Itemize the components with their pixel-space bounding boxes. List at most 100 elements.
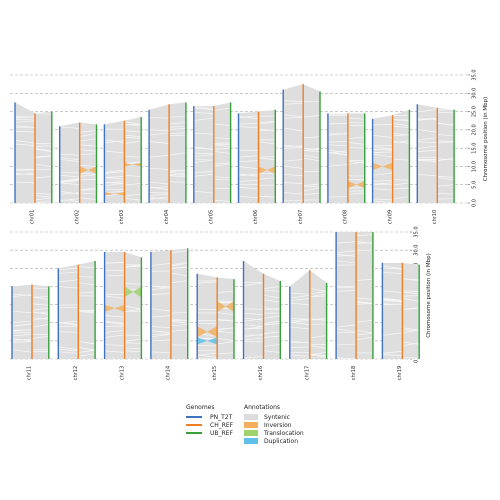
syntenic-line [303,115,321,118]
syntenic-ribbon [124,117,142,203]
syntenic-ribbon [382,262,403,359]
syntenic-line [11,338,33,341]
syntenic-line [347,136,365,139]
syntenic-line [336,331,357,334]
chromosome-chr04: chr04 [148,102,187,224]
syntenic-line [283,192,304,195]
legend-swatch [244,422,258,428]
syntenic-ribbon [238,111,259,203]
chromosome-chr19: chr19 [381,262,420,380]
syntenic-line [327,113,348,115]
syntenic-line [243,318,264,322]
y-tick-label: 5.0 [472,181,478,189]
syntenic-line [263,343,281,348]
syntenic-line [14,169,36,171]
syntenic-line [417,141,438,144]
syntenic-line [193,107,214,110]
syntenic-line [303,185,321,188]
syntenic-line [327,150,348,154]
syntenic-line [283,182,304,184]
syntenic-line [327,144,348,147]
syntenic-ribbon [104,120,125,203]
syntenic-ribbon [35,111,52,203]
legend-annotations-title: Annotations [244,404,281,411]
syntenic-line [169,174,186,176]
syntenic-line [34,113,52,115]
annotation-translocation [124,286,142,298]
syntenic-ribbon [289,270,310,359]
syntenic-line [11,294,33,297]
syntenic-ribbon [327,113,348,203]
legend-swatch [186,423,202,427]
syntenic-line [327,132,348,136]
syntenic-line [124,155,142,158]
syntenic-line [169,172,186,175]
syntenic-line [372,182,393,185]
syntenic-line [283,116,304,119]
syntenic-line [372,188,393,191]
syntenic-line [437,122,455,126]
syntenic-line [78,282,96,286]
chromosome-chr18: chr18 [335,232,374,380]
syntenic-line [263,323,281,326]
syntenic-line [243,312,264,316]
syntenic-line [78,291,96,294]
syntenic-line [104,169,125,173]
chromosome-chr10: chr10 [416,104,455,224]
annotation-inversion [104,304,125,312]
syntenic-line [169,181,186,183]
syntenic-line [217,352,235,355]
syntenic-line [58,279,79,283]
syntenic-line [327,122,348,125]
syntenic-ribbon [78,261,96,359]
syntenic-line [104,182,125,187]
syntenic-line [213,137,231,140]
syntenic-line [150,330,171,334]
syntenic-line [258,195,276,198]
syntenic-line [170,324,188,327]
syntenic-line [283,114,304,118]
syntenic-line [289,355,310,357]
syntenic-line [78,276,96,278]
syntenic-line [289,318,310,321]
syntenic-line [79,174,97,177]
legend-annotation-item: Syntenic [244,413,304,421]
y-axis-label: Chromosome position (in Mbp) [483,97,489,182]
syntenic-line [263,315,281,319]
y-tick-label: 35.0 [472,69,478,80]
syntenic-line [283,199,304,202]
syntenic-line [34,176,52,179]
syntenic-line [150,285,171,288]
syntenic-line [243,326,264,330]
syntenic-line [79,130,97,133]
syntenic-line [402,341,420,345]
annotation-inversion [217,300,234,312]
chromosome-chr01: chr01 [14,102,53,224]
syntenic-line [79,144,97,147]
syntenic-line [124,130,142,133]
syntenic-line [263,331,281,335]
syntenic-line [79,172,97,176]
syntenic-line [437,141,455,144]
syntenic-ribbon [258,109,276,203]
syntenic-line [193,173,214,177]
syntenic-line [14,143,36,146]
chromosome-chr11: chr11 [11,284,50,380]
syntenic-line [59,198,80,201]
syntenic-line [170,272,188,277]
syntenic-line [402,327,420,331]
syntenic-ribbon [150,250,171,359]
syntenic-line [104,320,125,324]
syntenic-line [193,106,214,110]
chromosome-label: chr07 [298,210,304,224]
chromosome-label: chr16 [258,366,264,380]
syntenic-line [79,192,97,195]
syntenic-line [59,192,80,195]
syntenic-line [382,265,403,269]
syntenic-line [392,179,410,181]
syntenic-line [217,312,235,316]
annotation-inversion [197,326,218,338]
syntenic-line [11,341,33,343]
syntenic-line [124,183,142,186]
syntenic-line [170,329,188,332]
